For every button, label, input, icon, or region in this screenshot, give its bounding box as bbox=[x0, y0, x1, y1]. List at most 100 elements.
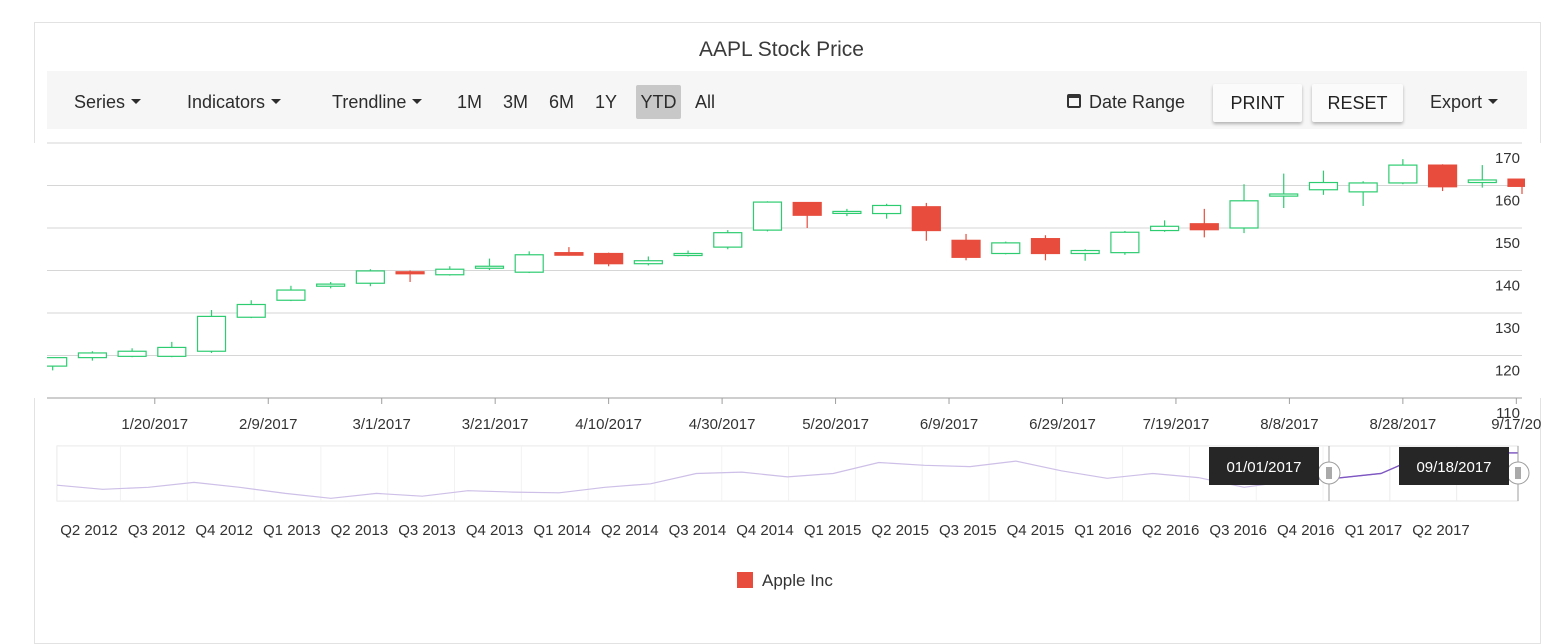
navigator-axis-label: Q1 2015 bbox=[804, 522, 862, 539]
chevron-down-icon bbox=[1488, 98, 1499, 104]
y-tick-label: 120 bbox=[1495, 363, 1520, 380]
x-tick-label: 4/30/2017 bbox=[689, 416, 756, 433]
y-tick-label: 170 bbox=[1495, 150, 1520, 167]
candle-body bbox=[1467, 179, 1497, 184]
x-tick-label: 8/8/2017 bbox=[1260, 416, 1318, 433]
candle-body bbox=[594, 252, 624, 265]
candle-body bbox=[1030, 238, 1061, 255]
navigator-end-tooltip-bg bbox=[1399, 447, 1509, 485]
x-tick-label: 6/29/2017 bbox=[1029, 416, 1096, 433]
date-range-label: Date Range bbox=[1089, 92, 1186, 112]
plot-clip-left bbox=[0, 143, 47, 398]
range-navigator[interactable]: 01/01/2017 09/18/2017 Q2 2012 Q3 2012 Q4 201… bbox=[56, 445, 1530, 539]
navigator-end-tooltip: 09/18/2017 bbox=[1416, 459, 1491, 476]
date-range-button[interactable]: Date Range bbox=[1067, 71, 1185, 129]
navigator-axis-label: Q2 2014 bbox=[601, 522, 659, 539]
navigator-axis-label: Q1 2014 bbox=[533, 522, 591, 539]
candle-body bbox=[196, 315, 227, 352]
x-tick-label: 3/21/2017 bbox=[462, 416, 529, 433]
chart-title: AAPL Stock Price bbox=[699, 38, 864, 61]
legend-label: Apple Inc bbox=[762, 571, 833, 590]
period-button-6m[interactable]: 6M bbox=[549, 92, 575, 112]
navigator-axis-label: Q4 2014 bbox=[736, 522, 794, 539]
indicators-dropdown[interactable]: Indicators bbox=[187, 71, 282, 129]
period-button-3m[interactable]: 3M bbox=[503, 92, 529, 112]
export-dropdown[interactable]: Export bbox=[1430, 71, 1499, 129]
candle-body bbox=[911, 206, 941, 232]
x-tick-label: 7/19/2017 bbox=[1143, 416, 1210, 433]
navigator-axis-label: Q1 2013 bbox=[263, 522, 321, 539]
candle-body bbox=[1110, 231, 1140, 254]
y-axis: 110 120 130 140 150 160 170 bbox=[1495, 150, 1520, 422]
plot-clip-right bbox=[1525, 143, 1563, 398]
x-tick-label: 8/28/2017 bbox=[1369, 416, 1436, 433]
reset-button[interactable]: RESET bbox=[1312, 84, 1403, 122]
navigator-thumb-start[interactable] bbox=[1317, 446, 1341, 501]
candle-body bbox=[1189, 223, 1219, 231]
y-tick-label: 150 bbox=[1495, 235, 1520, 252]
y-tick-label: 130 bbox=[1495, 320, 1520, 337]
candle-body bbox=[1427, 164, 1458, 188]
candle-body bbox=[117, 350, 147, 357]
candle-body bbox=[316, 283, 346, 287]
export-dropdown-label: Export bbox=[1430, 92, 1483, 112]
chart-toolbar: Series Indicators Trendline 1M 3M 6M 1Y … bbox=[47, 71, 1527, 129]
candle-body bbox=[77, 352, 107, 359]
candle-body bbox=[832, 210, 862, 215]
candle-body bbox=[554, 252, 584, 256]
candle-body bbox=[1229, 200, 1259, 229]
y-gridlines bbox=[47, 142, 1522, 356]
navigator-start-tooltip: 01/01/2017 bbox=[1226, 459, 1301, 476]
candle-body bbox=[236, 303, 266, 318]
navigator-axis-label: Q3 2014 bbox=[669, 522, 727, 539]
navigator-axis-label: Q4 2013 bbox=[466, 522, 524, 539]
candle-body bbox=[1348, 182, 1378, 193]
print-button[interactable]: PRINT bbox=[1213, 84, 1302, 122]
y-tick-label: 110 bbox=[1496, 405, 1520, 422]
calendar-icon bbox=[1067, 94, 1081, 109]
navigator-thumb-end[interactable] bbox=[1506, 446, 1530, 501]
candle-body bbox=[633, 260, 663, 265]
period-button-all[interactable]: All bbox=[695, 92, 716, 112]
navigator-axis-label: Q1 2016 bbox=[1074, 522, 1132, 539]
x-tick-label: 9/17/20 bbox=[1491, 416, 1541, 433]
candle-body bbox=[752, 201, 783, 231]
navigator-axis-label: Q2 2015 bbox=[871, 522, 929, 539]
navigator-axis-label: Q1 2017 bbox=[1345, 522, 1403, 539]
navigator-axis-label: Q4 2015 bbox=[1007, 522, 1065, 539]
candle-body bbox=[474, 265, 505, 269]
navigator-axis-label: Q3 2013 bbox=[398, 522, 456, 539]
candle-body bbox=[1269, 193, 1299, 197]
x-axis: 1/20/2017 2/9/2017 3/1/2017 3/21/2017 4/10/2… bbox=[47, 397, 1541, 433]
period-button-ytd[interactable]: YTD bbox=[636, 85, 681, 119]
navigator-axis-label: Q2 2017 bbox=[1412, 522, 1470, 539]
candle-body bbox=[1149, 225, 1180, 232]
series-dropdown[interactable]: Series bbox=[74, 71, 142, 129]
candle-body bbox=[355, 270, 385, 284]
period-button-1y[interactable]: 1Y bbox=[595, 92, 618, 112]
candle-body bbox=[276, 289, 306, 301]
indicators-dropdown-label: Indicators bbox=[187, 92, 266, 112]
navigator-axis-label: Q3 2015 bbox=[939, 522, 997, 539]
y-tick-label: 140 bbox=[1495, 278, 1520, 295]
x-tick-label: 4/10/2017 bbox=[575, 416, 642, 433]
chart-svg: 110 120 130 140 150 160 170 1/20/2017 2/9/2017 3… bbox=[0, 142, 1563, 590]
trendline-dropdown-label: Trendline bbox=[332, 92, 407, 112]
legend-marker bbox=[737, 572, 753, 588]
chevron-down-icon bbox=[412, 98, 423, 104]
chevron-down-icon bbox=[271, 98, 282, 104]
y-tick-label: 160 bbox=[1495, 193, 1520, 210]
trendline-dropdown[interactable]: Trendline bbox=[332, 71, 423, 129]
candle-body bbox=[1308, 181, 1339, 191]
period-button-1m[interactable]: 1M bbox=[457, 92, 483, 112]
candle-body bbox=[395, 271, 425, 275]
navigator-unselected-mask bbox=[57, 446, 1329, 501]
navigator-axis-label: Q4 2016 bbox=[1277, 522, 1335, 539]
x-tick-label: 3/1/2017 bbox=[353, 416, 411, 433]
x-tick-label: 5/20/2017 bbox=[802, 416, 869, 433]
candle-body bbox=[1070, 249, 1100, 255]
candle-body bbox=[673, 252, 703, 257]
navigator-axis-label: Q2 2016 bbox=[1142, 522, 1200, 539]
legend: Apple Inc bbox=[737, 571, 833, 590]
x-tick-label: 1/20/2017 bbox=[121, 416, 188, 433]
